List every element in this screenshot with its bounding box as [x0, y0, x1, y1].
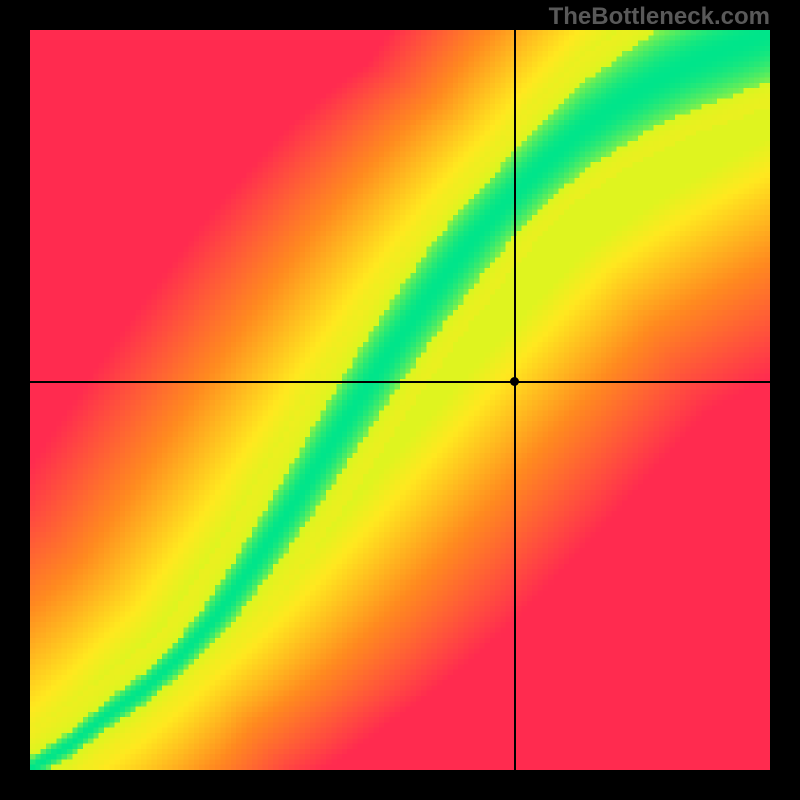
watermark-text: TheBottleneck.com: [549, 3, 770, 31]
chart-container: TheBottleneck.com: [0, 0, 800, 800]
crosshair-vertical: [514, 30, 516, 770]
crosshair-horizontal: [30, 381, 770, 383]
bottleneck-heatmap: [30, 30, 770, 770]
